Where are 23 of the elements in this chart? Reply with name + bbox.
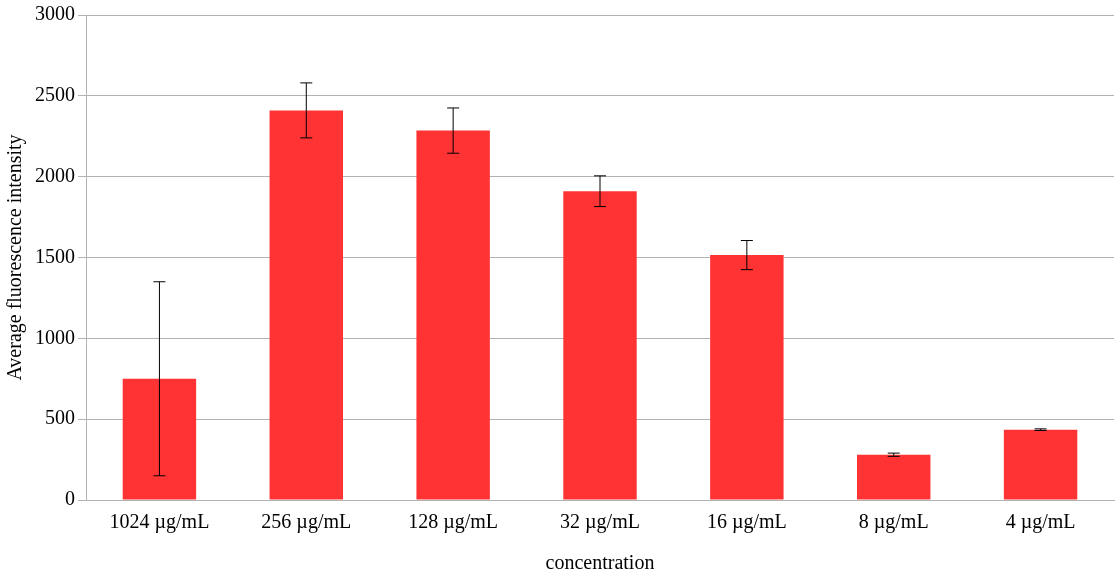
bar [563,191,637,500]
bar [122,378,197,500]
x-axis-title: concentration [545,551,655,574]
y-tick-label: 500 [45,406,75,429]
bar [269,110,343,500]
x-tick-label: 1024 µg/mL [109,510,210,534]
x-tick-label: 32 µg/mL [560,510,640,534]
x-tick-label: 8 µg/mL [858,510,929,534]
y-tick-label: 1000 [35,325,75,348]
x-tick-label: 128 µg/mL [408,510,499,534]
x-tick-label: 256 µg/mL [261,510,352,534]
bar [1003,429,1078,500]
y-tick-label: 2500 [35,83,75,106]
y-axis-title: Average fluorescence intensity [3,134,27,381]
x-tick-label: 16 µg/mL [706,510,787,534]
x-tick-label: 4 µg/mL [1005,510,1076,534]
y-tick-label: 0 [65,487,75,510]
y-tick-label: 3000 [35,2,75,25]
y-tick-label: 2000 [35,163,75,186]
bar [857,454,931,500]
y-tick-label: 1500 [35,244,75,267]
bar [710,255,784,500]
bar [416,130,490,500]
